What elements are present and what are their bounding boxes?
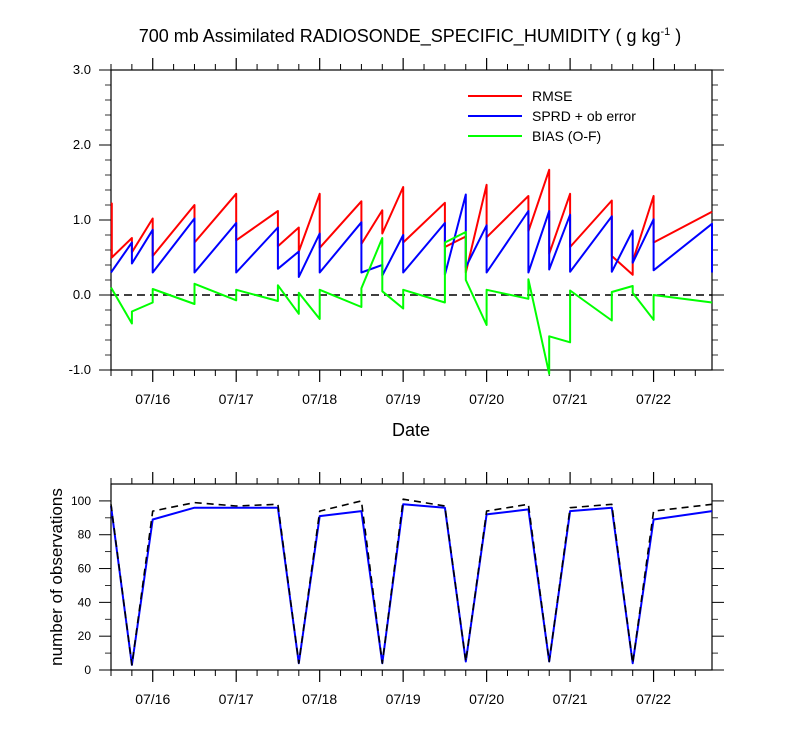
x-tick-label: 07/17 bbox=[219, 691, 254, 707]
y-tick-label: 40 bbox=[78, 595, 92, 609]
y-tick-label: 3.0 bbox=[73, 62, 91, 77]
x-tick-label: 07/16 bbox=[135, 691, 170, 707]
x-tick-label: 07/22 bbox=[636, 391, 671, 407]
bottom-y-axis: 0 20 40 60 80 100 bbox=[71, 494, 724, 677]
legend-label-0: RMSE bbox=[532, 88, 572, 104]
x-tick-label: 07/16 bbox=[135, 391, 170, 407]
y-axis-label-observations: number of observations bbox=[47, 488, 66, 666]
x-tick-label: 07/21 bbox=[553, 691, 588, 707]
series-line-0 bbox=[110, 503, 713, 666]
x-tick-label: 07/19 bbox=[386, 391, 421, 407]
y-tick-label: -1.0 bbox=[69, 362, 91, 377]
x-tick-label: 07/19 bbox=[386, 691, 421, 707]
top-panel: -1.00.01.02.03.0 07/16 07/17 07/18 07/19 07/… bbox=[69, 58, 724, 440]
y-tick-label: 60 bbox=[78, 562, 92, 576]
x-tick-label: 07/18 bbox=[302, 391, 337, 407]
series-line-2 bbox=[110, 231, 713, 375]
series-line-1 bbox=[110, 498, 713, 666]
series-line-0 bbox=[110, 168, 713, 276]
legend-label-2: BIAS (O-F) bbox=[532, 128, 601, 144]
y-tick-label: 0.0 bbox=[73, 287, 91, 302]
x-tick-label: 07/21 bbox=[553, 391, 588, 407]
top-x-axis: 07/16 07/17 07/18 07/19 07/20 07/21 07/22 bbox=[110, 58, 696, 407]
x-tick-label: 07/20 bbox=[469, 391, 504, 407]
x-tick-label: 07/20 bbox=[469, 691, 504, 707]
y-tick-label: 100 bbox=[71, 494, 91, 508]
y-tick-label: 0 bbox=[84, 663, 91, 677]
chart-title-superscript: -1 bbox=[661, 26, 671, 38]
y-tick-label: 20 bbox=[78, 629, 92, 643]
bottom-x-axis: 07/16 07/17 07/18 07/19 07/20 07/21 07/22 bbox=[110, 472, 696, 707]
top-series-group bbox=[110, 168, 713, 375]
legend: RMSE SPRD + ob error BIAS (O-F) bbox=[468, 88, 636, 144]
x-tick-label: 07/17 bbox=[219, 391, 254, 407]
y-tick-label: 1.0 bbox=[73, 212, 91, 227]
y-tick-label: 2.0 bbox=[73, 137, 91, 152]
legend-label-1: SPRD + ob error bbox=[532, 108, 636, 124]
chart-title-main: 700 mb Assimilated RADIOSONDE_SPECIFIC_H… bbox=[139, 26, 661, 47]
x-tick-label: 07/22 bbox=[636, 691, 671, 707]
bottom-series-group bbox=[110, 498, 713, 666]
chart-title-end: ) bbox=[670, 26, 681, 46]
top-y-axis: -1.0 0.0 1.0 2.0 3.0 bbox=[69, 62, 724, 377]
bottom-plot-frame bbox=[110, 483, 713, 671]
x-tick-label: 07/18 bbox=[302, 691, 337, 707]
x-axis-label: Date bbox=[392, 420, 430, 440]
y-tick-label: 80 bbox=[78, 528, 92, 542]
series-line-1 bbox=[110, 193, 713, 278]
chart-title: 700 mb Assimilated RADIOSONDE_SPECIFIC_H… bbox=[139, 26, 682, 47]
